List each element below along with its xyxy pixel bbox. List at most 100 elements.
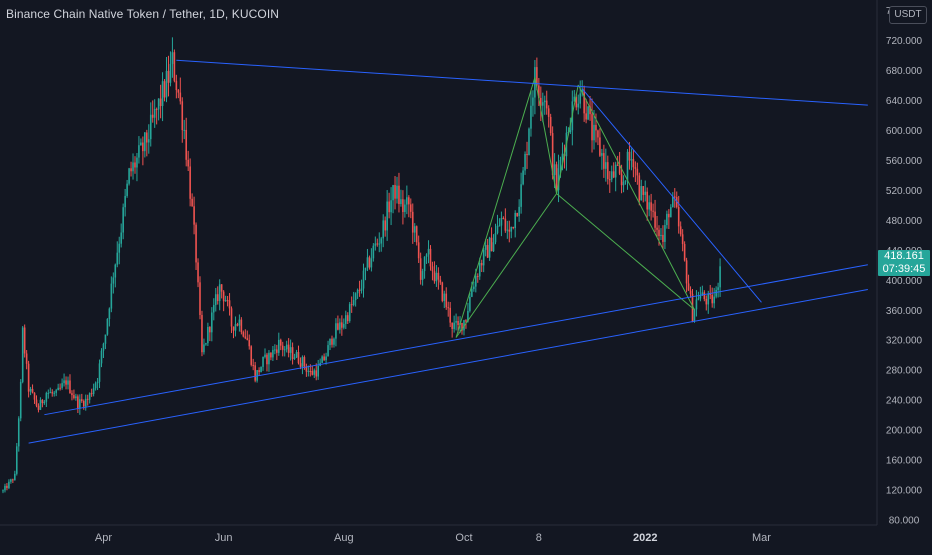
candle-body <box>262 357 264 367</box>
candle-body <box>380 238 383 244</box>
candle-body <box>293 357 296 359</box>
candle-body <box>236 324 239 326</box>
candle <box>169 51 172 87</box>
candle-body <box>305 366 308 372</box>
candle-body <box>595 124 597 131</box>
candle-body <box>177 90 180 93</box>
candle <box>157 98 160 121</box>
candle <box>433 261 436 284</box>
candle-body <box>2 490 4 492</box>
candle <box>368 255 371 270</box>
candle-body <box>163 81 166 98</box>
candle-body <box>681 234 684 245</box>
candle-body <box>603 153 605 169</box>
candle-body <box>524 153 526 171</box>
candle-body <box>329 338 331 346</box>
candle <box>378 232 381 253</box>
candle <box>295 349 298 359</box>
y-tick-label: 520.000 <box>886 186 923 197</box>
candle-body <box>98 363 101 382</box>
candle <box>297 345 300 365</box>
candle <box>189 158 191 207</box>
candle-body <box>612 171 615 178</box>
candle-body <box>193 206 195 225</box>
candle <box>642 185 645 203</box>
candle-body <box>248 339 251 347</box>
candle <box>167 55 170 97</box>
y-tick-label: 120.000 <box>886 486 923 497</box>
candle <box>2 489 4 494</box>
candle-body <box>685 260 688 284</box>
y-tick-label: 600.000 <box>886 126 923 137</box>
candle-body <box>134 162 136 168</box>
candle <box>59 383 61 391</box>
candle-body <box>301 357 304 367</box>
candle-body <box>337 323 339 330</box>
candle <box>467 302 469 323</box>
candle <box>516 212 518 217</box>
candle-body <box>75 396 77 399</box>
y-tick-label: 360.000 <box>886 306 923 317</box>
candle <box>110 276 113 313</box>
candle <box>17 416 20 452</box>
candle-body <box>473 286 475 290</box>
candle-body <box>715 289 717 297</box>
candle-body <box>392 185 394 201</box>
candle-body <box>14 473 16 481</box>
candle <box>293 353 296 360</box>
candle-body <box>120 232 122 244</box>
candle <box>331 335 333 348</box>
candle <box>10 478 12 484</box>
candle-body <box>23 327 26 354</box>
candle-body <box>677 207 680 227</box>
candle <box>591 98 593 153</box>
y-tick-label: 160.000 <box>886 456 923 467</box>
candle-body <box>230 308 233 327</box>
candle-body <box>10 479 12 482</box>
candle <box>175 74 178 99</box>
candle-body <box>57 387 59 391</box>
currency-badge[interactable]: USDT <box>889 6 927 24</box>
y-tick-label: 680.000 <box>886 66 923 77</box>
candle <box>599 128 601 157</box>
candle-body <box>445 293 448 308</box>
candle-body <box>705 298 708 305</box>
candle-body <box>104 334 107 344</box>
candle-body <box>350 304 353 306</box>
candle-body <box>569 130 572 132</box>
candle <box>439 275 442 285</box>
candle-body <box>415 226 418 243</box>
candle-body <box>638 175 641 201</box>
candle-body <box>77 396 79 409</box>
candle <box>545 90 548 115</box>
candle-body <box>4 485 6 491</box>
candle <box>37 403 40 413</box>
candle <box>400 189 402 207</box>
candle-body <box>15 446 18 474</box>
candle <box>86 394 89 406</box>
candle <box>240 317 243 335</box>
candle <box>114 263 117 288</box>
candle-body <box>360 288 363 291</box>
candle <box>279 338 282 351</box>
candle-body <box>624 180 627 182</box>
candle-body <box>425 254 428 257</box>
candle <box>339 318 341 334</box>
candle-body <box>614 164 617 178</box>
pattern-line <box>455 77 536 338</box>
candle-body <box>203 344 205 353</box>
candle <box>630 148 633 171</box>
candle-body <box>67 380 69 385</box>
candle <box>311 365 314 376</box>
candle <box>209 326 211 342</box>
candle <box>666 210 668 229</box>
candle <box>33 392 36 404</box>
candle-body <box>465 320 467 322</box>
candle <box>327 340 329 357</box>
candle-body <box>299 363 302 367</box>
candle <box>346 312 349 324</box>
pattern-line <box>577 84 695 310</box>
candle <box>337 315 339 331</box>
